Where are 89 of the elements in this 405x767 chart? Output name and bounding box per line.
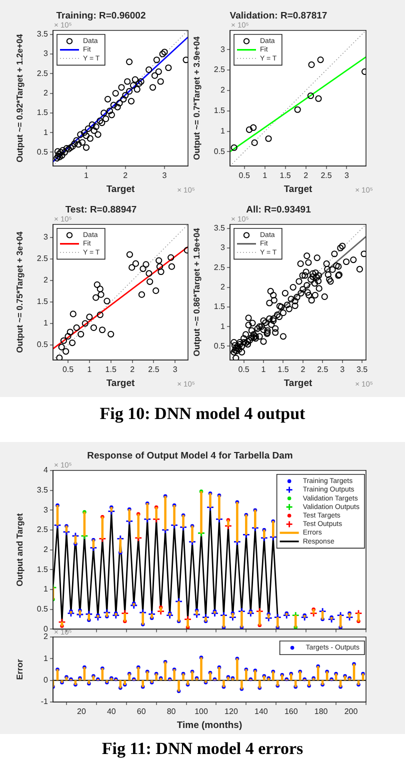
x-tick-label: 160 (284, 707, 298, 716)
x-tick-label: 140 (254, 707, 268, 716)
chart-title: All: R=0.93491 (246, 204, 312, 216)
y-tick-label: 1.5 (214, 302, 226, 312)
y-tick-label: 2 (44, 276, 49, 285)
x-tick-label: 2 (123, 171, 128, 180)
x-tick-label: 60 (136, 707, 146, 716)
y-tick-label: 1.5 (36, 564, 49, 574)
x-axis-title: Target (284, 378, 313, 389)
y-tick-label: 3 (44, 232, 49, 242)
x-tick-label: 0.5 (238, 365, 250, 374)
x-tick-label: 20 (77, 707, 86, 716)
y-tick-label: 0.5 (36, 147, 49, 156)
y-tick-label: 3.5 (36, 30, 49, 39)
x-tick-label: 2 (300, 365, 306, 374)
y-tick-label: 2 (44, 632, 49, 642)
y-tick-label: 1 (44, 128, 49, 137)
y-tick-label: 3 (220, 44, 226, 54)
y-tick-label: 1.5 (36, 108, 49, 118)
x-tick-label: 2.5 (320, 171, 332, 180)
x-tick-label: 1 (262, 171, 268, 180)
y-tick-label: 0.5 (36, 604, 49, 614)
y-axis-title: Output and Target (14, 513, 24, 586)
x-tick-label: 200 (344, 707, 358, 716)
chart-title: Response of Output Model 4 for Tarbella Dam (87, 450, 293, 462)
y-tick-label: 2.5 (36, 254, 49, 264)
chart-title: Validation: R=0.87817 (230, 10, 328, 22)
x-axis-title: Time (months) (176, 720, 242, 731)
y-axis-title: Output ~= 0.92*Target + 1.2e+04 (14, 34, 24, 162)
y-tick-label: 1 (44, 654, 49, 663)
y-tick-label: 2.5 (36, 525, 49, 534)
x-tick-label: 120 (224, 707, 238, 716)
x-tick-label: 100 (194, 707, 208, 716)
x-axis-title: Target (284, 184, 313, 195)
y-tick-label: 0 (44, 676, 49, 685)
y-tick-label: 3.5 (214, 224, 226, 233)
y-tick-label: 1 (44, 318, 49, 328)
chart-title: Test: R=0.88947 (65, 204, 137, 216)
y-tick-label: 3.5 (36, 485, 49, 494)
x-tick-label: 180 (314, 707, 328, 716)
y-tick-label: 2 (220, 282, 226, 292)
y-axis-title: Output ~= 0.7*Target + 3.9e+04 (191, 36, 202, 160)
x-tick-label: 0.5 (62, 365, 74, 374)
chart-title: Training: R=0.96002 (56, 10, 146, 22)
x-tick-label: 1.5 (278, 365, 290, 374)
x-tick-label: 3 (340, 365, 346, 374)
y-tick-label: 3 (44, 505, 49, 514)
y-tick-label: 1 (220, 126, 226, 136)
y-tick-label: 1.5 (214, 106, 226, 116)
x-tick-label: 40 (106, 707, 116, 716)
x-tick-label: 1.5 (105, 365, 117, 374)
y-tick-label: 2 (44, 545, 49, 554)
x-axis-title: Target (106, 184, 136, 195)
y-axis-title: Output ~= 0.86*Target + 1.9e+04 (191, 228, 202, 356)
x-tick-label: 1 (87, 365, 92, 374)
y-tick-label: 3 (44, 49, 49, 58)
x-tick-label: 1 (84, 171, 90, 180)
x-tick-label: 0.5 (238, 171, 250, 180)
y-tick-label: 0.5 (214, 146, 226, 156)
y-tick-label: 0 (44, 624, 49, 634)
y-tick-label: 0.5 (214, 341, 226, 350)
y-tick-label: 2.5 (36, 68, 49, 78)
y-tick-label: 0.5 (36, 340, 49, 350)
y-tick-label: -1 (40, 697, 49, 706)
x-tick-label: 3.5 (356, 365, 368, 374)
y-tick-label: 4 (44, 466, 49, 475)
y-tick-label: 1 (44, 584, 49, 594)
y-tick-label: 2 (44, 88, 49, 98)
y-tick-label: 2.5 (214, 65, 226, 74)
x-tick-label: 3 (344, 171, 350, 180)
y-tick-label: 1 (220, 322, 226, 331)
x-tick-label: 1 (261, 365, 266, 374)
x-tick-label: 2.5 (317, 365, 329, 374)
caption: Fig 11: DNN model 4 errors (100, 739, 304, 759)
y-tick-label: 1.5 (36, 297, 49, 306)
caption: Fig 10: DNN model 4 output (98, 404, 306, 424)
x-tick-label: 80 (166, 707, 176, 716)
y-tick-label: 2.5 (214, 262, 226, 272)
y-axis-title: Output ~= 0.75*Target + 3e+04 (14, 231, 24, 353)
x-axis-title: Target (106, 378, 136, 389)
x-tick-label: 2.5 (148, 365, 160, 374)
x-tick-label: 1.5 (280, 171, 292, 180)
x-tick-label: 2 (304, 171, 309, 180)
y-tick-label: 2 (220, 86, 226, 95)
y-tick-label: 3 (220, 243, 226, 252)
x-tick-label: 3 (162, 171, 168, 180)
x-tick-label: 3 (172, 365, 178, 374)
y-axis-title: Error (14, 658, 24, 680)
x-tick-label: 2 (130, 365, 136, 374)
